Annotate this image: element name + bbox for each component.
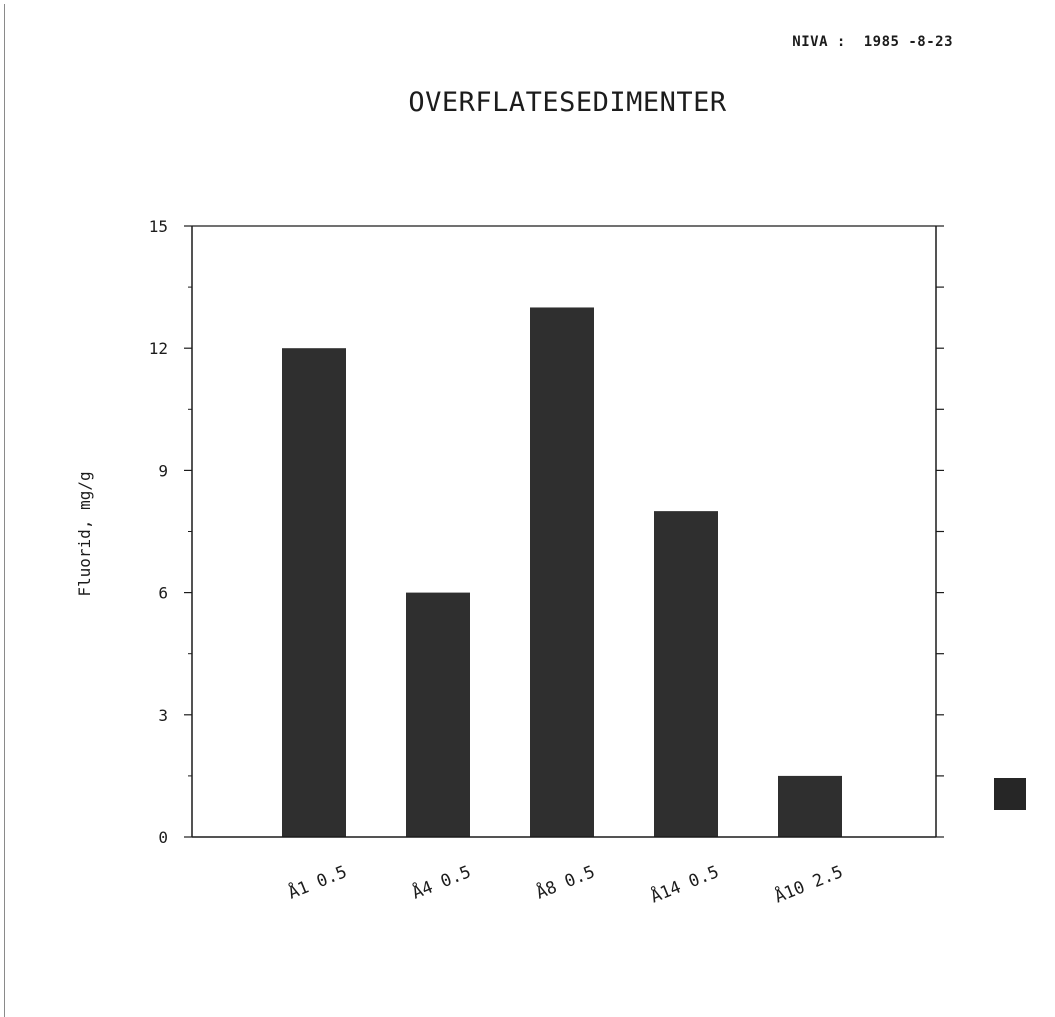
- y-tick-label: 9: [158, 461, 168, 480]
- y-tick-label: 0: [158, 828, 168, 847]
- legend-swatch: [994, 778, 1026, 810]
- y-tick-label: 12: [149, 339, 168, 358]
- x-tick-label: Å14 0.5: [647, 860, 722, 907]
- x-tick-label: Å10 2.5: [771, 860, 846, 907]
- x-tick-label: Å8 0.5: [533, 860, 598, 903]
- ticks-group: 0 3 6 9 12 15: [149, 217, 944, 847]
- bar: [654, 511, 718, 837]
- x-tick-label: Å4 0.5: [409, 860, 474, 903]
- x-tick-label: Å1 0.5: [285, 860, 350, 903]
- header-stamp: NIVA : 1985 -8-23: [792, 34, 953, 50]
- bars-group: [282, 307, 842, 837]
- bar: [406, 592, 470, 837]
- bar: [282, 348, 346, 837]
- y-axis-label: Fluorid, mg/g: [75, 471, 94, 596]
- chart-title: OVERFLATESEDIMENTER: [408, 87, 727, 118]
- y-tick-label: 3: [158, 706, 168, 725]
- y-tick-label: 6: [158, 584, 168, 603]
- x-tick-labels: Å1 0.5 Å4 0.5 Å8 0.5 Å14 0.5 Å10 2.5: [285, 860, 846, 907]
- bar: [778, 775, 842, 837]
- bar: [530, 307, 594, 837]
- page-left-border: [4, 4, 5, 1017]
- y-tick-label: 15: [149, 217, 168, 236]
- legend: [994, 778, 1026, 810]
